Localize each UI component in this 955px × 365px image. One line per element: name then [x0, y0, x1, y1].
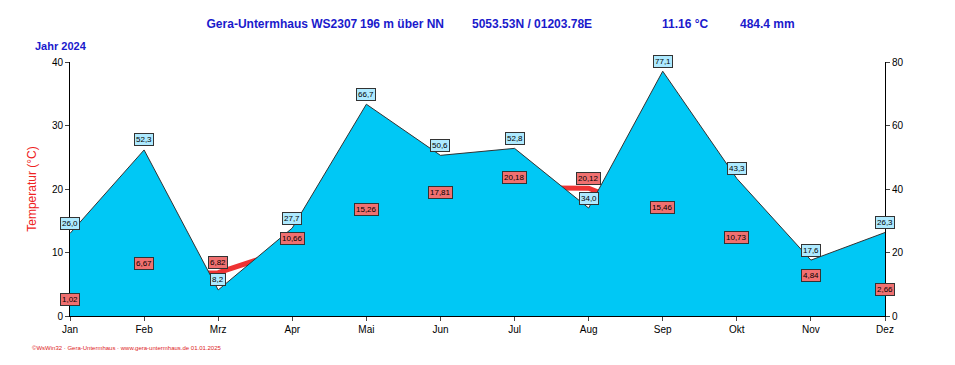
svg-text:40: 40 — [52, 57, 64, 68]
svg-text:1,02: 1,02 — [62, 295, 78, 304]
svg-text:Nov: Nov — [802, 324, 820, 335]
svg-text:Mrz: Mrz — [210, 324, 227, 335]
svg-text:17,81: 17,81 — [430, 188, 451, 197]
svg-text:10,66: 10,66 — [282, 234, 303, 243]
svg-text:Jun: Jun — [432, 324, 448, 335]
svg-text:Sep: Sep — [654, 324, 672, 335]
svg-text:484.4 mm: 484.4 mm — [740, 17, 795, 31]
svg-text:43,3: 43,3 — [729, 164, 745, 173]
svg-text:Temperatur (°C): Temperatur (°C) — [25, 146, 39, 231]
svg-text:10,73: 10,73 — [726, 233, 747, 242]
svg-text:11.16 °C: 11.16 °C — [662, 17, 709, 31]
svg-text:2,66: 2,66 — [877, 285, 893, 294]
svg-text:26,0: 26,0 — [62, 219, 78, 228]
svg-text:0: 0 — [892, 311, 898, 322]
svg-text:Jan: Jan — [62, 324, 78, 335]
svg-text:5053.53N / 01203.78E: 5053.53N / 01203.78E — [472, 17, 592, 31]
svg-text:17,6: 17,6 — [803, 246, 819, 255]
svg-text:20: 20 — [892, 247, 904, 258]
svg-text:40: 40 — [892, 184, 904, 195]
svg-text:10: 10 — [52, 247, 64, 258]
svg-text:60: 60 — [892, 120, 904, 131]
svg-text:50,6: 50,6 — [432, 141, 448, 150]
svg-text:196 m über NN: 196 m über NN — [360, 17, 444, 31]
svg-text:Dez: Dez — [876, 324, 894, 335]
svg-text:15,26: 15,26 — [356, 205, 377, 214]
svg-text:4,84: 4,84 — [803, 271, 819, 280]
svg-text:0: 0 — [57, 311, 63, 322]
svg-text:6,82: 6,82 — [210, 258, 226, 267]
svg-text:Apr: Apr — [284, 324, 300, 335]
svg-text:77,1: 77,1 — [655, 57, 671, 66]
svg-text:15,46: 15,46 — [652, 203, 673, 212]
svg-text:©WsWin32 · Gera-Untermhaus · w: ©WsWin32 · Gera-Untermhaus · www.gera-un… — [32, 345, 221, 351]
svg-text:6,67: 6,67 — [136, 259, 152, 268]
svg-text:52,8: 52,8 — [507, 134, 523, 143]
svg-text:26,3: 26,3 — [877, 218, 893, 227]
svg-text:Gera-Untermhaus WS2307: Gera-Untermhaus WS2307 — [207, 17, 358, 31]
svg-text:Jul: Jul — [508, 324, 521, 335]
svg-text:34,0: 34,0 — [581, 194, 597, 203]
svg-text:20,18: 20,18 — [504, 173, 525, 182]
svg-text:Mai: Mai — [358, 324, 374, 335]
svg-text:Aug: Aug — [580, 324, 598, 335]
svg-text:27,7: 27,7 — [284, 214, 300, 223]
svg-text:Jahr 2024: Jahr 2024 — [35, 40, 87, 52]
svg-text:80: 80 — [892, 57, 904, 68]
svg-text:Okt: Okt — [729, 324, 745, 335]
svg-text:30: 30 — [52, 120, 64, 131]
svg-text:8,2: 8,2 — [212, 275, 224, 284]
svg-text:66,7: 66,7 — [358, 90, 374, 99]
svg-text:20,12: 20,12 — [578, 174, 599, 183]
svg-text:52,3: 52,3 — [136, 135, 152, 144]
svg-text:20: 20 — [52, 184, 64, 195]
svg-text:Feb: Feb — [135, 324, 153, 335]
